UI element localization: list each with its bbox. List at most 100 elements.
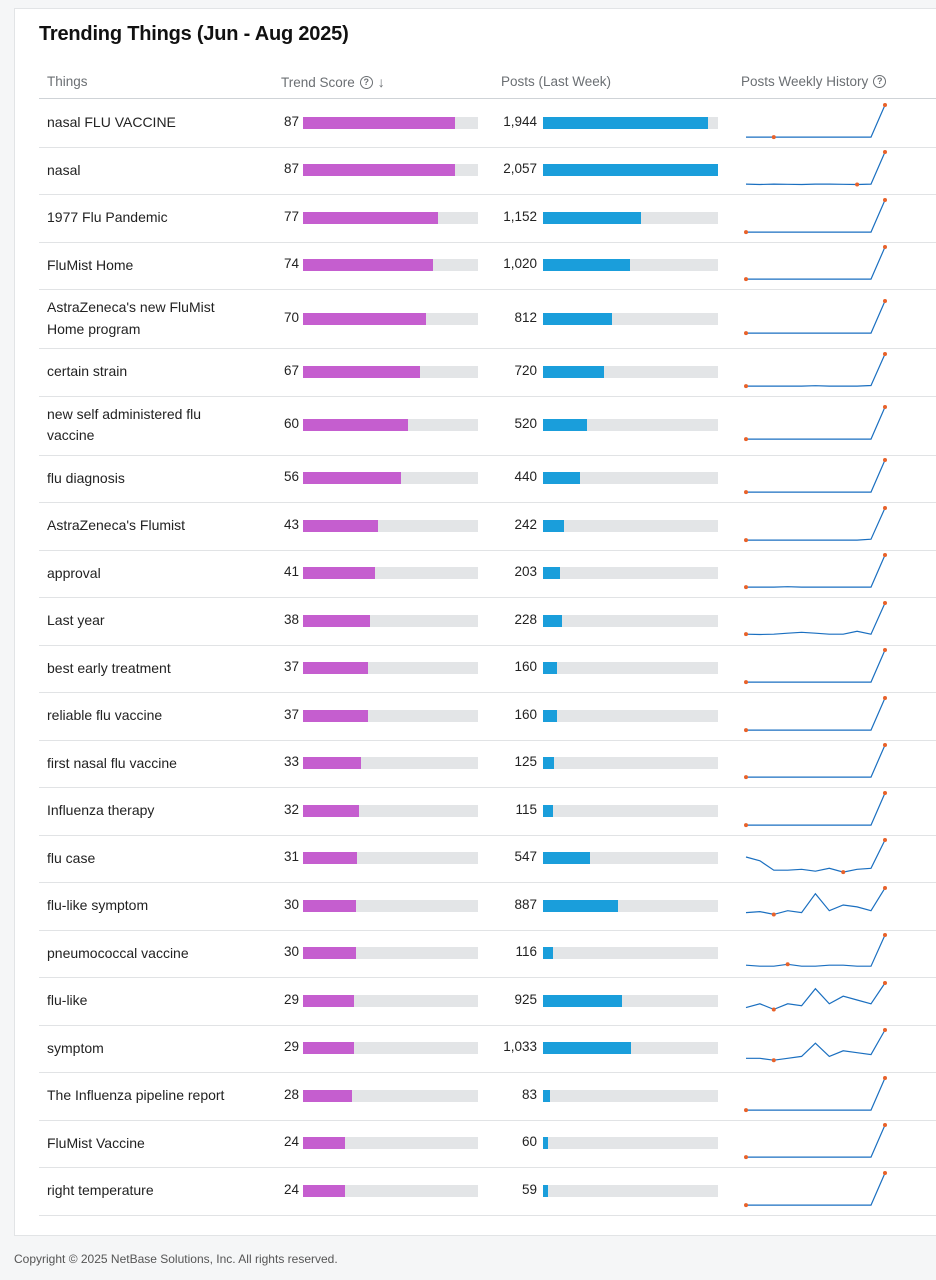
- weekly-history-sparkline[interactable]: [741, 150, 891, 190]
- trend-score-bar: [303, 804, 478, 817]
- table-row[interactable]: flu diagnosis 56 440: [39, 455, 936, 503]
- posts-value: 1,152: [503, 208, 537, 224]
- thing-name[interactable]: reliable flu vaccine: [47, 707, 163, 723]
- weekly-history-sparkline[interactable]: [741, 298, 891, 339]
- thing-name[interactable]: Last year: [47, 612, 105, 628]
- thing-name[interactable]: nasal FLU VACCINE: [47, 114, 176, 130]
- table-row[interactable]: Influenza therapy 32 115: [39, 787, 936, 836]
- column-header-things[interactable]: Things: [47, 74, 88, 89]
- weekly-history-sparkline[interactable]: [741, 648, 891, 688]
- posts-bar: [543, 567, 718, 580]
- weekly-history-sparkline[interactable]: [741, 197, 891, 238]
- table-row[interactable]: AstraZeneca's new FluMist Home program 70…: [39, 289, 936, 349]
- posts-bar: [543, 472, 718, 485]
- thing-name[interactable]: flu case: [47, 849, 96, 866]
- thing-name[interactable]: AstraZeneca's Flumist: [47, 517, 186, 533]
- posts-value: 160: [514, 659, 537, 675]
- weekly-history-sparkline[interactable]: [741, 695, 891, 736]
- weekly-history-sparkline[interactable]: [741, 838, 891, 878]
- table-row[interactable]: Last year 38 228: [39, 597, 936, 646]
- table-row[interactable]: flu-like 29 925: [39, 977, 936, 1026]
- posts-bar: [543, 519, 718, 532]
- column-header-trend-score[interactable]: Trend Score ? ↓: [281, 74, 385, 90]
- thing-name[interactable]: new self administered flu vaccine: [47, 405, 202, 444]
- table-row[interactable]: nasal 87 2,057: [39, 147, 936, 195]
- table-row[interactable]: AstraZeneca's Flumist 43 242: [39, 502, 936, 551]
- table-row[interactable]: flu case 31 547: [39, 835, 936, 883]
- thing-name[interactable]: first nasal flu vaccine: [47, 754, 177, 771]
- trend-score-bar: [303, 211, 478, 224]
- weekly-history-sparkline[interactable]: [741, 102, 891, 143]
- weekly-history-sparkline[interactable]: [741, 1170, 891, 1211]
- table-row[interactable]: flu-like symptom 30 887: [39, 882, 936, 931]
- thing-name[interactable]: pneumococcal vaccine: [47, 944, 189, 961]
- trend-score-bar: [303, 899, 478, 912]
- weekly-history-sparkline[interactable]: [741, 885, 891, 926]
- help-circle-icon[interactable]: ?: [359, 75, 373, 89]
- weekly-history-sparkline[interactable]: [741, 743, 891, 783]
- weekly-history-sparkline[interactable]: [741, 933, 891, 973]
- weekly-history-sparkline[interactable]: [741, 600, 891, 641]
- posts-bar: [543, 365, 718, 378]
- thing-name[interactable]: flu-like symptom: [47, 897, 149, 913]
- sparkline-min-dot: [771, 134, 776, 139]
- table-row[interactable]: 1977 Flu Pandemic 77 1,152: [39, 194, 936, 243]
- thing-name[interactable]: flu diagnosis: [47, 469, 125, 486]
- trending-things-card: Trending Things (Jun - Aug 2025) Things …: [14, 8, 936, 1236]
- thing-name[interactable]: 1977 Flu Pandemic: [47, 209, 168, 225]
- table-row[interactable]: nasal FLU VACCINE 87 1,944: [39, 99, 936, 148]
- sparkline-line: [746, 507, 886, 541]
- weekly-history-sparkline[interactable]: [741, 351, 891, 392]
- table-row[interactable]: FluMist Home 74 1,020: [39, 242, 936, 290]
- trend-score-bar-fill: [303, 365, 421, 378]
- sparkline-line: [746, 353, 886, 387]
- table-row[interactable]: approval 41 203: [39, 550, 936, 598]
- weekly-history-sparkline[interactable]: [741, 1075, 891, 1116]
- table-row[interactable]: right temperature 24 59: [39, 1167, 936, 1216]
- thing-name[interactable]: certain strain: [47, 363, 128, 379]
- weekly-history-sparkline[interactable]: [741, 458, 891, 498]
- table-row[interactable]: certain strain 67 720: [39, 348, 936, 397]
- sparkline-line: [746, 1029, 886, 1062]
- posts-bar-fill: [543, 567, 561, 580]
- thing-name[interactable]: The Influenza pipeline report: [47, 1087, 225, 1103]
- table-row[interactable]: reliable flu vaccine 37 160: [39, 692, 936, 741]
- arrow-down-icon[interactable]: ↓: [377, 74, 385, 90]
- column-header-history[interactable]: Posts Weekly History ?: [741, 74, 887, 89]
- thing-name[interactable]: FluMist Vaccine: [47, 1134, 145, 1151]
- table-row[interactable]: best early treatment 37 160: [39, 645, 936, 693]
- weekly-history-sparkline[interactable]: [741, 1123, 891, 1163]
- table-row[interactable]: The Influenza pipeline report 28 83: [39, 1072, 936, 1121]
- table-row[interactable]: symptom 29 1,033: [39, 1025, 936, 1073]
- table-header: Things Trend Score ? ↓ Posts (Last Week)…: [39, 65, 936, 99]
- thing-name[interactable]: nasal: [47, 161, 81, 178]
- table-row[interactable]: FluMist Vaccine 24 60: [39, 1120, 936, 1168]
- thing-name[interactable]: best early treatment: [47, 659, 171, 676]
- table-row[interactable]: first nasal flu vaccine 33 125: [39, 740, 936, 788]
- weekly-history-sparkline[interactable]: [741, 1028, 891, 1068]
- sparkline-max-dot: [883, 600, 887, 605]
- thing-name[interactable]: symptom: [47, 1039, 104, 1056]
- thing-name[interactable]: FluMist Home: [47, 256, 134, 273]
- weekly-history-sparkline[interactable]: [741, 980, 891, 1021]
- weekly-history-sparkline[interactable]: [741, 505, 891, 546]
- help-circle-icon[interactable]: ?: [873, 75, 887, 88]
- trend-score-bar: [303, 116, 478, 129]
- thing-name[interactable]: right temperature: [47, 1182, 154, 1198]
- weekly-history-sparkline[interactable]: [741, 405, 891, 445]
- posts-value: 1,020: [503, 256, 537, 272]
- thing-name[interactable]: approval: [47, 564, 101, 581]
- sparkline-max-dot: [883, 150, 887, 155]
- posts-bar: [543, 1137, 718, 1150]
- column-header-posts[interactable]: Posts (Last Week): [501, 74, 611, 89]
- weekly-history-sparkline[interactable]: [741, 553, 891, 593]
- weekly-history-sparkline[interactable]: [741, 245, 891, 285]
- sparkline-max-dot: [883, 405, 887, 409]
- table-row[interactable]: new self administered flu vaccine 60 520: [39, 396, 936, 456]
- trend-score-bar-fill: [303, 994, 354, 1007]
- table-row[interactable]: pneumococcal vaccine 30 116: [39, 930, 936, 978]
- thing-name[interactable]: flu-like: [47, 992, 88, 1008]
- thing-name[interactable]: Influenza therapy: [47, 802, 155, 818]
- weekly-history-sparkline[interactable]: [741, 790, 891, 831]
- thing-name[interactable]: AstraZeneca's new FluMist Home program: [47, 299, 215, 337]
